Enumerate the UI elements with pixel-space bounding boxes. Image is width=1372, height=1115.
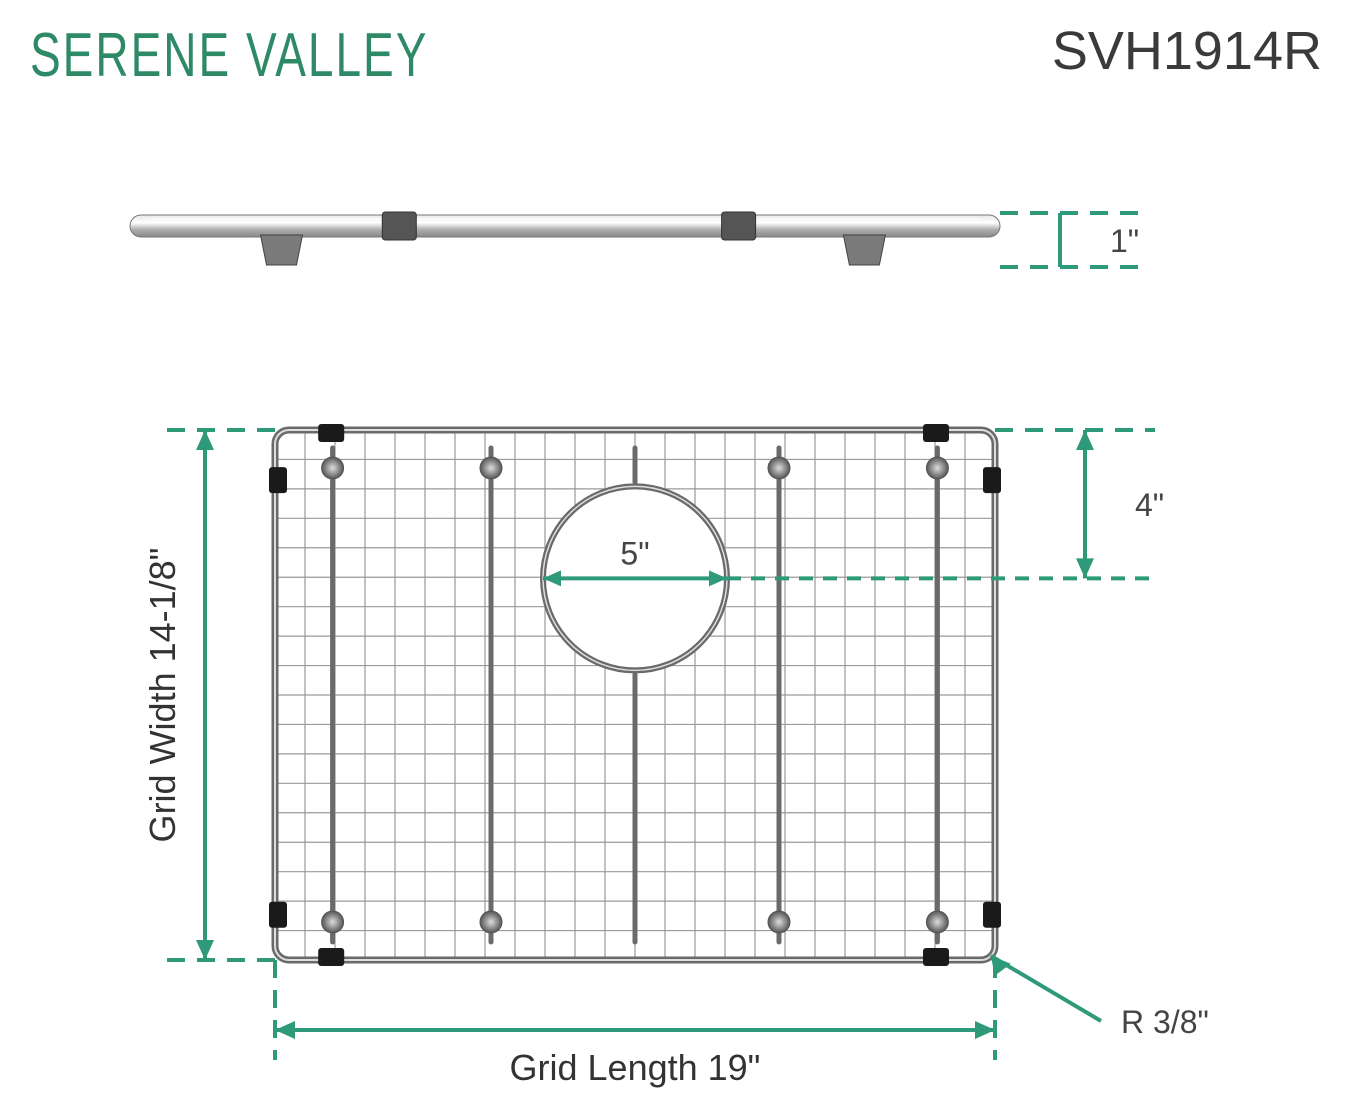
dimension-corner-radius: R 3/8" xyxy=(991,956,1209,1040)
dimension-grid-width: Grid Width 14-1/8" xyxy=(142,430,275,960)
svg-text:4": 4" xyxy=(1135,487,1164,523)
dimension-drain-offset: 4" xyxy=(727,430,1164,578)
svg-text:1": 1" xyxy=(1110,223,1139,259)
top-grid-view xyxy=(269,424,1001,966)
dimension-height: 1" xyxy=(1000,213,1140,267)
dimension-diagram: 1" Grid Width 14-1/8" Grid Length 19" 4"… xyxy=(0,0,1372,1115)
svg-text:R 3/8": R 3/8" xyxy=(1121,1004,1209,1040)
dimension-grid-length: Grid Length 19" xyxy=(275,960,995,1088)
svg-text:Grid Length 19": Grid Length 19" xyxy=(510,1047,761,1088)
side-profile-view xyxy=(130,212,1000,265)
svg-text:5": 5" xyxy=(620,535,649,571)
svg-text:Grid Width 14-1/8": Grid Width 14-1/8" xyxy=(142,548,183,843)
